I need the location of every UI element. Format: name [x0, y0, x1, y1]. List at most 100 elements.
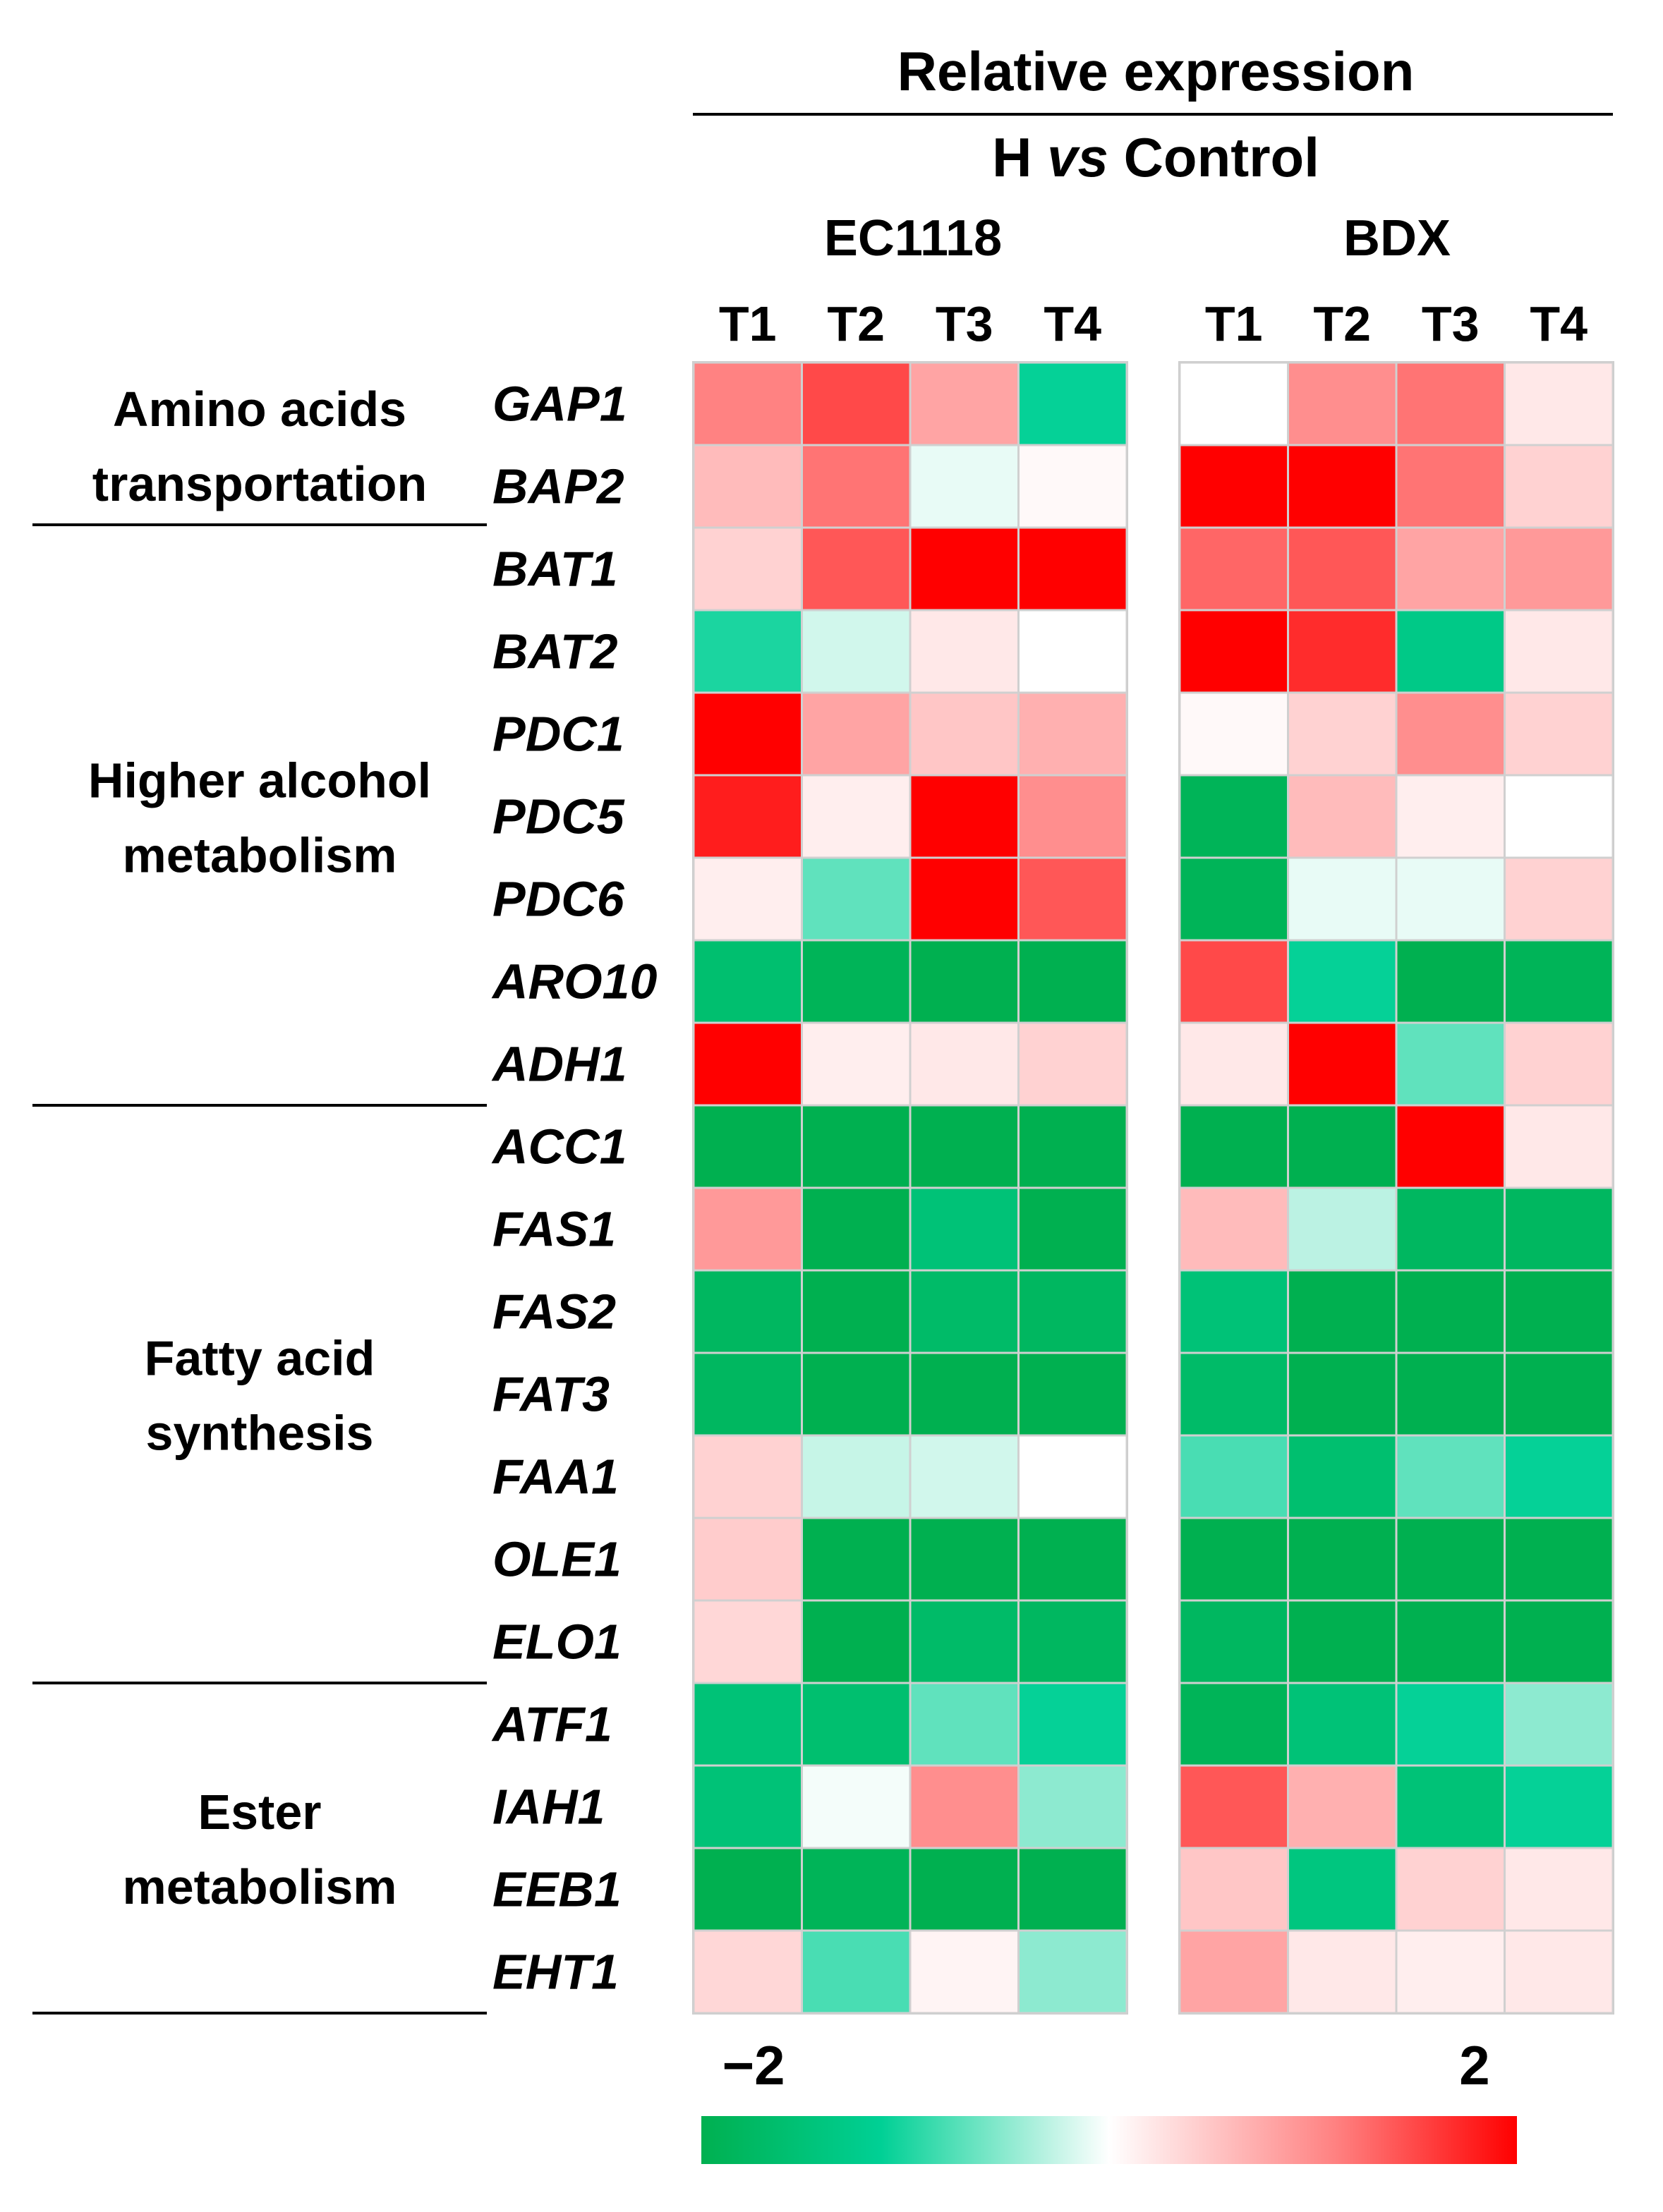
gene-label-gap1: GAP1 — [492, 377, 627, 432]
heatmap-cell-bap2-bdx-t1 — [1178, 444, 1289, 529]
heatmap-cell-eeb1-ec1118-t2 — [801, 1847, 912, 1932]
heatmap-cell-pdc6-ec1118-t4 — [1017, 856, 1128, 942]
heatmap-cell-atf1-ec1118-t2 — [801, 1682, 912, 1767]
heatmap-cells — [692, 361, 1614, 2015]
heatmap-cell-fat3-ec1118-t4 — [1017, 1351, 1128, 1437]
heatmap-cell-fat3-bdx-t2 — [1287, 1351, 1398, 1437]
heatmap-cell-adh1-bdx-t3 — [1395, 1021, 1506, 1107]
gene-label-pdc6: PDC6 — [492, 872, 625, 927]
heatmap-cell-pdc1-bdx-t1 — [1178, 691, 1289, 777]
heatmap-cell-ole1-ec1118-t3 — [909, 1517, 1020, 1602]
heatmap-cell-pdc5-bdx-t2 — [1287, 774, 1398, 859]
heatmap-cell-fas1-ec1118-t3 — [909, 1186, 1020, 1272]
heatmap-cell-pdc6-bdx-t4 — [1504, 856, 1614, 942]
heatmap-cell-faa1-bdx-t4 — [1504, 1434, 1614, 1519]
heatmap-cell-ole1-bdx-t1 — [1178, 1517, 1289, 1602]
comparison-label: H vs Control — [992, 126, 1319, 188]
heatmap-cell-faa1-bdx-t3 — [1395, 1434, 1506, 1519]
gene-label-bat2: BAT2 — [492, 624, 618, 679]
heatmap-cell-pdc1-ec1118-t4 — [1017, 691, 1128, 777]
heatmap-cell-eeb1-bdx-t4 — [1504, 1847, 1614, 1932]
heatmap-cell-aro10-bdx-t1 — [1178, 939, 1289, 1024]
gene-label-pdc1: PDC1 — [492, 707, 624, 762]
heatmap-cell-pdc5-ec1118-t4 — [1017, 774, 1128, 859]
timepoint-label-ec1118-t4: T4 — [1044, 296, 1101, 351]
heatmap-cell-fat3-bdx-t3 — [1395, 1351, 1506, 1437]
legend-min-label: −2 — [722, 2034, 785, 2096]
gene-label-bap2: BAP2 — [492, 459, 624, 514]
heatmap-cell-fas2-ec1118-t4 — [1017, 1269, 1128, 1354]
heatmap-cell-pdc5-ec1118-t2 — [801, 774, 912, 859]
heatmap-cell-pdc1-bdx-t3 — [1395, 691, 1506, 777]
heatmap-cell-eht1-bdx-t3 — [1395, 1929, 1506, 2015]
gene-label-fas2: FAS2 — [492, 1284, 616, 1339]
strain-label-ec1118: EC1118 — [824, 210, 1002, 267]
heatmap-cell-faa1-ec1118-t1 — [692, 1434, 803, 1519]
heatmap-cell-pdc5-bdx-t3 — [1395, 774, 1506, 859]
heatmap-cell-bat2-ec1118-t3 — [909, 609, 1020, 694]
heatmap-cell-elo1-ec1118-t4 — [1017, 1599, 1128, 1684]
heatmap-cell-bap2-ec1118-t2 — [801, 444, 912, 529]
heatmap-cell-aro10-ec1118-t1 — [692, 939, 803, 1024]
heatmap-cell-elo1-bdx-t4 — [1504, 1599, 1614, 1684]
heatmap-cell-acc1-bdx-t1 — [1178, 1104, 1289, 1189]
heatmap-cell-acc1-bdx-t3 — [1395, 1104, 1506, 1189]
heatmap-cell-fat3-ec1118-t2 — [801, 1351, 912, 1437]
heatmap-cell-gap1-bdx-t2 — [1287, 361, 1398, 446]
gene-label-atf1: ATF1 — [491, 1697, 612, 1752]
heatmap-cell-pdc5-bdx-t4 — [1504, 774, 1614, 859]
heatmap-cell-gap1-ec1118-t1 — [692, 361, 803, 446]
heatmap-cell-bat1-ec1118-t3 — [909, 526, 1020, 612]
heatmap-cell-faa1-ec1118-t3 — [909, 1434, 1020, 1519]
heatmap-cell-atf1-bdx-t2 — [1287, 1682, 1398, 1767]
legend-colorbar — [701, 2116, 1517, 2164]
heatmap-cell-faa1-ec1118-t2 — [801, 1434, 912, 1519]
gene-label-faa1: FAA1 — [492, 1450, 619, 1505]
heatmap-cell-gap1-bdx-t3 — [1395, 361, 1506, 446]
chart-title: Relative expression — [897, 40, 1415, 102]
heatmap-cell-fas2-bdx-t1 — [1178, 1269, 1289, 1354]
gene-label-adh1: ADH1 — [491, 1037, 627, 1092]
legend-max-label: 2 — [1459, 2034, 1489, 2096]
heatmap-cell-fas2-ec1118-t1 — [692, 1269, 803, 1354]
heatmap-cell-ole1-bdx-t3 — [1395, 1517, 1506, 1602]
heatmap-cell-adh1-ec1118-t2 — [801, 1021, 912, 1107]
heatmap-cell-bat1-bdx-t3 — [1395, 526, 1506, 612]
heatmap-cell-eeb1-bdx-t1 — [1178, 1847, 1289, 1932]
heatmap-cell-iah1-ec1118-t3 — [909, 1764, 1020, 1849]
heatmap-cell-elo1-ec1118-t2 — [801, 1599, 912, 1684]
heatmap-cell-acc1-bdx-t2 — [1287, 1104, 1398, 1189]
heatmap-cell-atf1-bdx-t4 — [1504, 1682, 1614, 1767]
heatmap-cell-iah1-bdx-t4 — [1504, 1764, 1614, 1849]
gene-label-aro10: ARO10 — [491, 954, 657, 1009]
heatmap-cell-gap1-bdx-t1 — [1178, 361, 1289, 446]
gene-label-pdc5: PDC5 — [492, 789, 625, 844]
heatmap-cell-fat3-bdx-t4 — [1504, 1351, 1614, 1437]
heatmap-cell-pdc6-ec1118-t3 — [909, 856, 1020, 942]
heatmap-cell-bat2-bdx-t4 — [1504, 609, 1614, 694]
heatmap-cell-acc1-ec1118-t2 — [801, 1104, 912, 1189]
heatmap-cell-acc1-ec1118-t3 — [909, 1104, 1020, 1189]
gene-label-elo1: ELO1 — [492, 1615, 622, 1670]
heatmap-cell-fas1-ec1118-t4 — [1017, 1186, 1128, 1272]
heatmap-cell-fas1-ec1118-t1 — [692, 1186, 803, 1272]
heatmap-cell-iah1-bdx-t1 — [1178, 1764, 1289, 1849]
heatmap-cell-elo1-bdx-t1 — [1178, 1599, 1289, 1684]
heatmap-cell-bap2-ec1118-t3 — [909, 444, 1020, 529]
timepoint-label-ec1118-t1: T1 — [719, 296, 777, 351]
heatmap-cell-atf1-ec1118-t1 — [692, 1682, 803, 1767]
heatmap-cell-fas2-ec1118-t3 — [909, 1269, 1020, 1354]
gene-label-acc1: ACC1 — [491, 1119, 627, 1174]
heatmap-cell-gap1-bdx-t4 — [1504, 361, 1614, 446]
gene-label-eeb1: EEB1 — [492, 1862, 622, 1917]
heatmap-cell-pdc6-bdx-t1 — [1178, 856, 1289, 942]
heatmap-cell-bat2-ec1118-t2 — [801, 609, 912, 694]
heatmap-cell-gap1-ec1118-t2 — [801, 361, 912, 446]
heatmap-cell-elo1-bdx-t2 — [1287, 1599, 1398, 1684]
heatmap-cell-iah1-ec1118-t1 — [692, 1764, 803, 1849]
heatmap-cell-eht1-ec1118-t1 — [692, 1929, 803, 2015]
heatmap-cell-fas1-bdx-t4 — [1504, 1186, 1614, 1272]
comparison-suffix: Control — [1124, 126, 1319, 188]
heatmap-cell-adh1-bdx-t1 — [1178, 1021, 1289, 1107]
heatmap-cell-fas1-bdx-t1 — [1178, 1186, 1289, 1272]
